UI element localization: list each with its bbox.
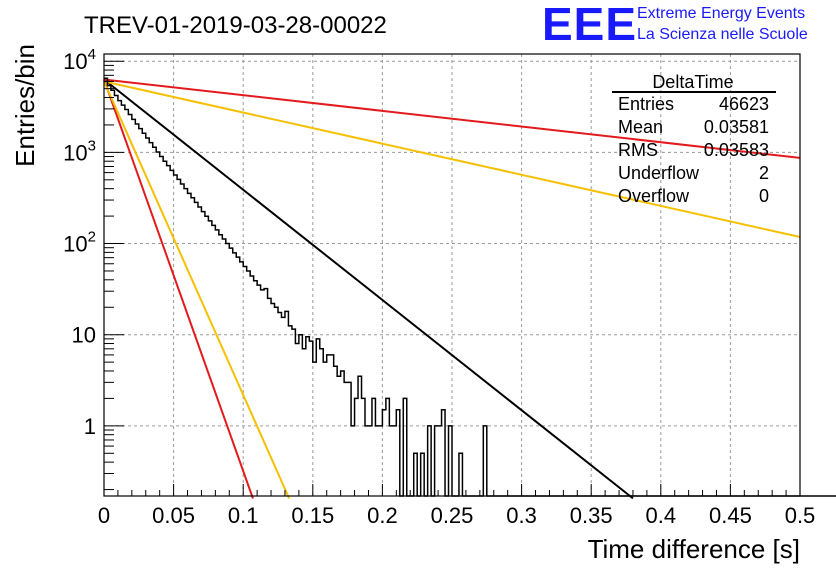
stats-value: 0.03581: [704, 117, 769, 137]
stats-value: 2: [759, 163, 769, 183]
logo-line1: Extreme Energy Events: [637, 5, 805, 22]
grid: [104, 54, 800, 496]
y-tick-label: 1: [84, 414, 96, 439]
stats-label: RMS: [618, 140, 658, 160]
x-tick-label: 0.25: [431, 503, 474, 528]
y-axis-title: Entries/bin: [10, 44, 40, 167]
x-tick-label: 0.1: [228, 503, 259, 528]
y-tick-label: 103: [63, 137, 96, 165]
x-tick-label: 0.2: [367, 503, 398, 528]
stats-label: Underflow: [618, 163, 700, 183]
stats-label: Entries: [618, 94, 674, 114]
fit-line: [103, 78, 634, 500]
stats-box: DeltaTime Entries 46623 Mean 0.03581 RMS 0.03…: [612, 72, 776, 206]
x-tick-label: 0.3: [506, 503, 537, 528]
y-tick-label: 102: [63, 229, 96, 257]
chart-title: TREV-01-2019-03-28-00022: [84, 12, 387, 39]
x-tick-label: 0.05: [152, 503, 195, 528]
y-tick-label: 10: [72, 323, 96, 348]
fit-lines: [103, 78, 801, 500]
stats-label: Mean: [618, 117, 663, 137]
x-tick-label: 0.15: [291, 503, 334, 528]
fit-line: [103, 79, 254, 499]
eee-logo: EEE Extreme Energy Events La Scienza nel…: [542, 0, 808, 50]
logo-line2: La Scienza nelle Scuole: [637, 26, 808, 43]
logo-acronym: EEE: [542, 0, 637, 50]
stats-value: 0.03583: [704, 140, 769, 160]
fit-line: [103, 80, 801, 238]
y-tick-label: 104: [63, 46, 96, 74]
x-axis: 0 0.05 0.1 0.15 0.2 0.25 0.3 0.35 0.4 0.45 0.5: [98, 484, 815, 528]
stats-title: DeltaTime: [652, 72, 733, 92]
x-tick-label: 0.35: [570, 503, 613, 528]
fit-line: [103, 78, 801, 159]
x-tick-label: 0.4: [646, 503, 677, 528]
stats-value: 0: [759, 186, 769, 206]
x-tick-label: 0: [98, 503, 110, 528]
x-axis-title: Time difference [s]: [588, 534, 800, 564]
stats-label: Overflow: [618, 186, 690, 206]
stats-value: 46623: [719, 94, 769, 114]
x-tick-label: 0.5: [785, 503, 816, 528]
x-tick-label: 0.45: [709, 503, 752, 528]
fit-line: [103, 81, 291, 499]
